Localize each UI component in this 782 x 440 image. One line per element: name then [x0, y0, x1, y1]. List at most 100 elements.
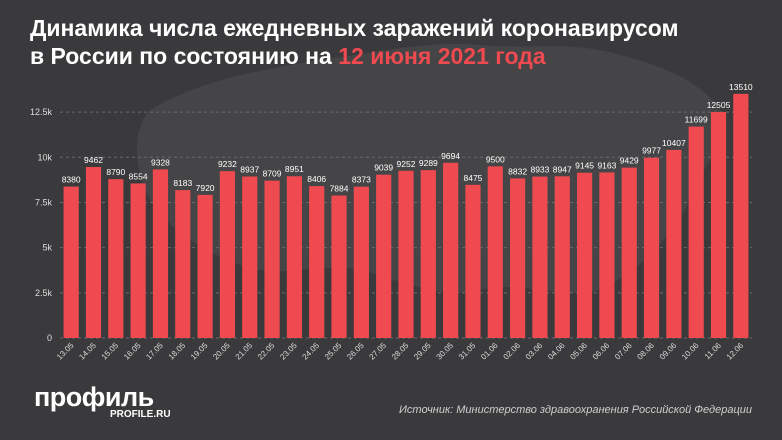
x-tick-label: 18.05: [167, 341, 188, 362]
x-tick-label: 04.06: [546, 341, 567, 362]
x-tick-label: 05.06: [568, 341, 589, 362]
x-tick-label: 09.06: [658, 341, 679, 362]
y-tick-label: 2.5k: [35, 288, 53, 298]
y-tick-label: 5k: [42, 243, 52, 253]
x-tick-label: 17.05: [144, 341, 165, 362]
bar: [331, 195, 347, 338]
bar-value-label: 12505: [707, 100, 731, 110]
x-tick-label: 01.06: [479, 341, 500, 362]
bar-value-label: 7920: [196, 183, 215, 193]
x-tick-label: 03.06: [524, 341, 545, 362]
x-tick-label: 22.05: [256, 341, 277, 362]
x-tick-label: 16.05: [122, 341, 143, 362]
y-tick-label: 12.5k: [30, 107, 53, 117]
bar-value-label: 8947: [553, 164, 572, 174]
bar: [376, 174, 392, 338]
y-tick-label: 7.5k: [35, 197, 53, 207]
y-tick-label: 0: [47, 333, 52, 343]
x-tick-label: 14.05: [77, 341, 98, 362]
bar: [554, 176, 570, 338]
bar-value-label: 11699: [685, 115, 708, 125]
bar-value-label: 9289: [419, 158, 438, 168]
bar: [264, 180, 280, 338]
bar: [353, 186, 369, 338]
bar: [85, 167, 102, 338]
bar-value-label: 9694: [441, 151, 460, 161]
bar-value-label: 9429: [620, 156, 639, 166]
bar-value-label: 9500: [486, 154, 505, 164]
x-tick-label: 06.06: [591, 341, 612, 362]
x-tick-label: 31.05: [457, 341, 478, 362]
x-tick-label: 13.05: [55, 341, 76, 362]
profile-logo-subtitle: PROFILE.RU: [110, 409, 171, 420]
x-tick-label: 30.05: [435, 341, 456, 362]
bar-value-label: 8406: [307, 174, 326, 184]
chart-title: Динамика числа ежедневных заражений коро…: [30, 14, 770, 70]
bar-value-label: 8475: [464, 173, 483, 183]
bar: [130, 183, 146, 338]
bar: [487, 166, 503, 338]
x-tick-label: 20.05: [211, 341, 232, 362]
bar-value-label: 9145: [575, 161, 594, 171]
x-tick-label: 25.05: [323, 341, 344, 362]
source-note: Источник: Министерство здравоохранения Р…: [399, 404, 752, 416]
title-line-2: в России по состоянию на: [30, 43, 339, 69]
x-tick-label: 23.05: [278, 341, 299, 362]
title-line-1: Динамика числа ежедневных заражений коро…: [30, 15, 679, 41]
bar: [710, 112, 727, 338]
bar: [63, 186, 79, 338]
bar-value-label: 8183: [173, 178, 192, 188]
bar: [197, 194, 213, 338]
x-tick-label: 07.06: [613, 341, 634, 362]
bar: [666, 149, 682, 338]
x-tick-label: 29.05: [412, 341, 433, 362]
bar: [398, 170, 414, 338]
bar: [309, 186, 325, 338]
bar-value-label: 8951: [285, 164, 304, 174]
bar: [733, 93, 749, 338]
bar: [510, 178, 526, 338]
bar-value-label: 8380: [62, 175, 81, 185]
bar-value-label: 9977: [642, 146, 661, 156]
bar-value-label: 9039: [374, 163, 393, 173]
x-tick-label: 15.05: [100, 341, 121, 362]
x-tick-label: 08.06: [635, 341, 656, 362]
y-tick-label: 10k: [37, 152, 52, 162]
x-tick-label: 10.06: [680, 341, 701, 362]
profile-logo: профиль: [34, 382, 154, 412]
bar-value-label: 8832: [508, 166, 527, 176]
bar: [599, 172, 615, 338]
bar-value-label: 9328: [151, 157, 170, 167]
bar-value-label: 8790: [106, 167, 125, 177]
bar: [108, 179, 124, 338]
bar: [219, 171, 236, 338]
x-tick-label: 19.05: [189, 341, 210, 362]
bar: [465, 184, 481, 338]
x-tick-label: 26.05: [345, 341, 366, 362]
bar: [621, 167, 637, 338]
bar: [420, 170, 436, 338]
bar-value-label: 9232: [218, 159, 237, 169]
bar: [175, 190, 191, 338]
x-tick-label: 28.05: [390, 341, 411, 362]
bar: [643, 157, 660, 338]
bar: [242, 176, 258, 338]
bar-value-label: 9252: [397, 159, 416, 169]
bar-value-label: 8937: [240, 164, 259, 174]
bar: [532, 176, 548, 338]
bar: [688, 126, 704, 338]
x-tick-label: 12.06: [725, 341, 746, 362]
bar: [286, 176, 302, 338]
bar-value-label: 9462: [84, 155, 103, 165]
bar: [576, 172, 593, 338]
bar: [443, 162, 459, 338]
x-tick-label: 21.05: [234, 341, 255, 362]
bar-value-label: 8709: [263, 169, 282, 179]
x-tick-label: 24.05: [301, 341, 322, 362]
bar-value-label: 8554: [129, 171, 148, 181]
bar-value-label: 8373: [352, 175, 371, 185]
bar-value-label: 9163: [597, 160, 616, 170]
title-date-highlight: 12 июня 2021 года: [338, 43, 546, 69]
